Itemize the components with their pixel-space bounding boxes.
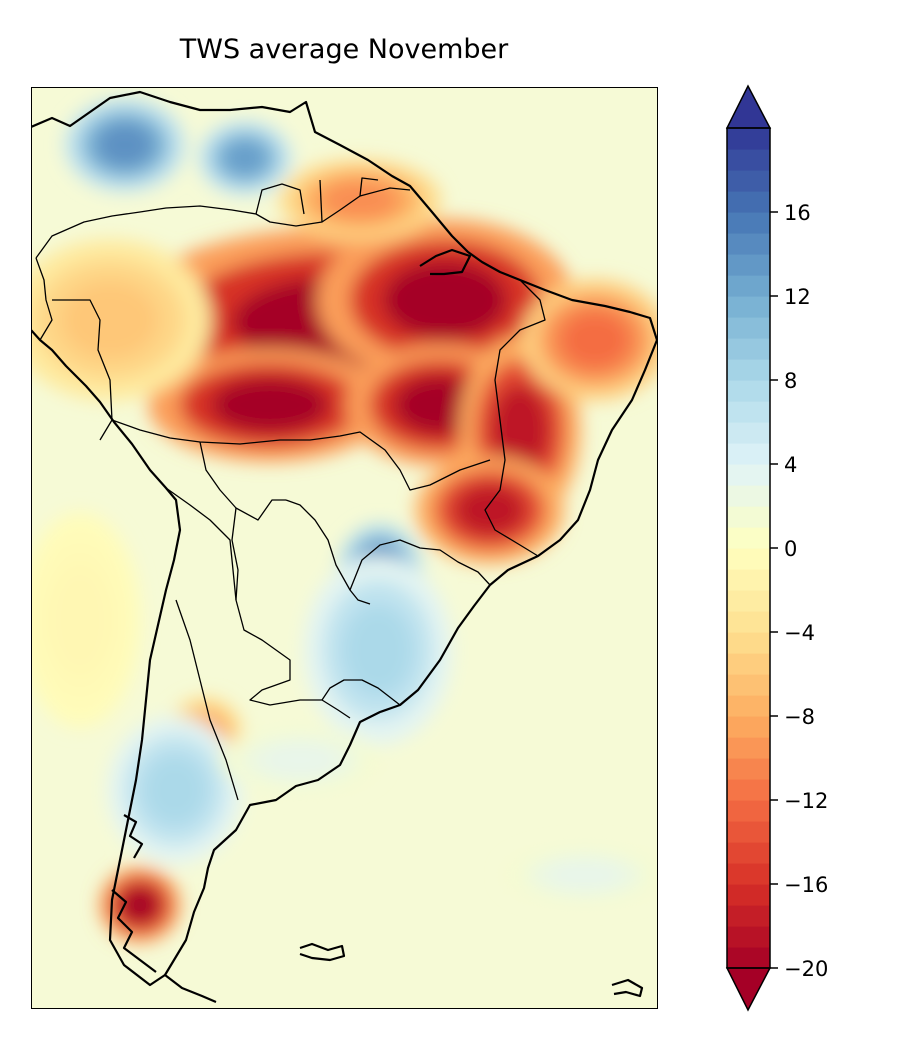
colorbar-band [727,212,770,234]
colorbar-tick-label: 8 [784,369,797,393]
colorbar-tick-label: −12 [784,789,828,813]
colorbar-band [727,632,770,654]
colorbar-band [727,905,770,927]
coastline [31,90,658,1004]
colorbar-band [727,506,770,528]
anomaly-region [546,860,624,890]
colorbar-band [727,296,770,318]
colorbar-band [727,611,770,633]
colorbar-band [727,863,770,885]
colorbar-band [727,800,770,822]
colorbar-band [727,842,770,864]
chart-title: TWS average November [179,34,509,65]
map-panel [31,87,658,1009]
colorbar-tick-label: 4 [784,453,797,477]
colorbar-tick-label: −8 [784,705,815,729]
colorbar-band [727,758,770,780]
colorbar-tick-label: 16 [784,201,811,225]
colorbar-band [727,653,770,675]
anomaly-region [261,743,339,777]
anomaly-region [95,122,155,168]
anomaly-region [50,568,110,672]
colorbar-band [727,884,770,906]
colorbar-band [727,317,770,339]
anomaly-region [321,180,399,220]
anomaly-region [490,384,550,476]
anomaly-region [61,281,159,359]
colorbar-band [727,401,770,423]
colorbar-tick-label: 12 [784,285,811,309]
colorbar-band [727,548,770,570]
colorbar-band [727,821,770,843]
colorbar-band [727,380,770,402]
colorbar-band [727,191,770,213]
anomaly-region [454,484,526,536]
colorbar-band [727,128,770,150]
colorbar: −20 −16 −12 −8 −4 0 4 8 12 16 [725,84,828,1012]
colorbar-tick-label: −16 [784,873,828,897]
anomaly-region [142,754,208,826]
anomaly-region [120,886,160,924]
colorbar-band [727,716,770,738]
colorbar-bands [727,128,770,969]
colorbar-band [727,338,770,360]
colorbar-band [727,254,770,276]
colorbar-band [727,443,770,465]
colorbar-band [727,170,770,192]
anomaly-region [559,310,631,370]
colorbar-extend-max [725,84,772,129]
colorbar-band [727,569,770,591]
colorbar-tick-label: −20 [784,957,828,981]
colorbar-band [727,737,770,759]
anomaly-field [31,97,658,943]
colorbar-band [727,947,770,969]
colorbar-band [727,464,770,486]
colorbar-extend-min [725,967,772,1012]
colorbar-band [727,233,770,255]
colorbar-band [727,695,770,717]
colorbar-band [727,275,770,297]
colorbar-band [727,149,770,171]
colorbar-band [727,422,770,444]
colorbar-band [727,779,770,801]
colorbar-band [727,485,770,507]
colorbar-tick-label: 0 [784,537,797,561]
colorbar-band [727,527,770,549]
colorbar-band [727,926,770,948]
anomaly-region [383,261,507,339]
colorbar-tick-label: −4 [784,621,815,645]
anomaly-region [211,377,329,433]
country-borders [35,177,546,801]
colorbar-band [727,590,770,612]
anomaly-region [222,139,268,177]
anomaly-region [342,604,414,696]
colorbar-band [727,359,770,381]
colorbar-band [727,674,770,696]
colorbar-ticks: −20 −16 −12 −8 −4 0 4 8 12 16 [770,201,828,981]
